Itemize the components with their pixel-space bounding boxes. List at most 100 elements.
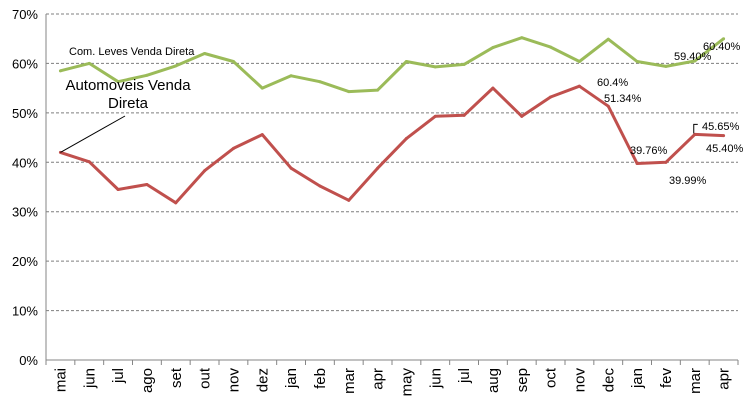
x-tick-label: mar [687, 368, 704, 394]
data-point [145, 183, 149, 187]
data-label: 51.34% [604, 93, 642, 105]
data-point [491, 86, 495, 90]
data-point [462, 113, 466, 117]
y-tick-label: 60% [12, 56, 38, 71]
x-tick-label: jun [427, 368, 444, 389]
x-tick-label: mar [341, 368, 358, 394]
data-point [347, 198, 351, 202]
data-label: 39.99% [669, 175, 707, 187]
data-point [116, 187, 120, 191]
data-point [664, 64, 668, 68]
grid-lines [46, 13, 738, 312]
data-point [664, 160, 668, 164]
data-point [376, 166, 380, 170]
data-point [174, 64, 178, 68]
x-tick-label: apr [370, 368, 387, 390]
data-point [203, 52, 207, 56]
data-point [635, 59, 639, 63]
x-tick-label: jun [81, 368, 98, 389]
data-point [404, 59, 408, 63]
x-tick-label: jul [456, 368, 473, 384]
series-label-automoveis: Automoveis Venda Direta [65, 77, 191, 112]
data-point [289, 166, 293, 170]
data-point [693, 132, 697, 136]
leader-line [60, 115, 126, 153]
x-tick-label: may [398, 368, 415, 397]
data-label: 60.4% [597, 77, 628, 89]
data-point [520, 36, 524, 40]
data-point [87, 61, 91, 65]
data-point [318, 184, 322, 188]
x-tick-label: fev [658, 368, 675, 389]
data-point [549, 45, 553, 49]
y-tick-label: 10% [12, 304, 38, 319]
data-point [376, 88, 380, 92]
x-tick-label: oct [543, 367, 560, 388]
data-point [404, 137, 408, 141]
y-tick-label: 0% [19, 353, 38, 368]
data-point [433, 114, 437, 118]
x-tick-label: nov [225, 368, 242, 393]
data-point [260, 86, 264, 90]
data-point [87, 160, 91, 164]
y-axis-ticks: 0% 10% 20% 30% 40% 50% 60% 70% [12, 7, 38, 368]
x-tick-label: feb [312, 368, 329, 389]
data-point [58, 69, 62, 73]
data-point [433, 65, 437, 69]
data-point [116, 80, 120, 84]
label-leader [693, 123, 698, 134]
data-point [635, 161, 639, 165]
data-point [260, 133, 264, 137]
series-label-line: Automoveis Venda [65, 77, 191, 94]
data-label: 45.40% [706, 143, 744, 155]
data-label: 45.65% [702, 121, 740, 133]
x-tick-label: apr [716, 368, 733, 390]
x-tick-label: set [168, 367, 185, 388]
series-label-line: Direta [108, 95, 149, 112]
x-tick-label: ago [139, 368, 156, 393]
data-point [549, 95, 553, 99]
data-label: 60.40% [703, 41, 741, 53]
x-tick-label: sep [514, 368, 531, 392]
x-tick-label: dez [254, 368, 271, 392]
x-tick-label: nov [571, 368, 588, 393]
data-point [462, 62, 466, 66]
series-group [58, 36, 726, 205]
x-tick-label: dec [600, 368, 617, 393]
data-point [231, 146, 235, 150]
annotations: Com. Leves Venda Direta Automoveis Venda D… [60, 41, 744, 187]
data-point [520, 114, 524, 118]
x-tick-label: mai [52, 368, 69, 392]
series-line-automoveis [59, 84, 724, 205]
y-tick-label: 50% [12, 106, 38, 121]
x-tick-label: aug [485, 368, 502, 393]
data-point [289, 74, 293, 78]
data-point [145, 73, 149, 77]
x-tick-label: out [197, 367, 214, 389]
data-point [491, 46, 495, 50]
data-point [174, 201, 178, 205]
data-point [203, 169, 207, 173]
data-point [347, 90, 351, 94]
data-point [606, 37, 610, 41]
data-point [577, 84, 581, 88]
y-tick-label: 40% [12, 155, 38, 170]
data-point [606, 104, 610, 108]
data-label: 59.40% [674, 51, 712, 63]
data-label: 39.76% [630, 145, 668, 157]
data-point [318, 80, 322, 84]
data-point [693, 59, 697, 63]
data-point [231, 59, 235, 63]
data-point [577, 59, 581, 63]
x-tick-label: jul [110, 368, 127, 384]
x-axis-ticks: mai jun jul ago set out nov dez jan feb mar apr may j… [45, 360, 739, 397]
series-line-com-leves [60, 36, 725, 94]
y-tick-label: 30% [12, 205, 38, 220]
series-label-com-leves: Com. Leves Venda Direta [69, 46, 195, 58]
y-tick-label: 20% [12, 254, 38, 269]
y-tick-label: 70% [12, 7, 38, 22]
x-tick-label: jan [283, 368, 300, 389]
x-tick-label: jan [629, 368, 646, 389]
data-point [722, 134, 726, 138]
